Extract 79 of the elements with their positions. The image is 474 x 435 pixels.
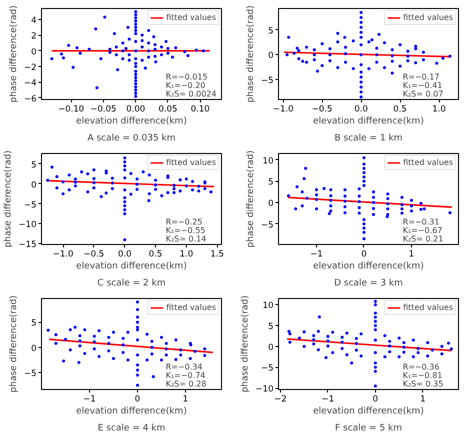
x-tick-label: −0.05: [90, 104, 116, 114]
x-tick-label: 0.05: [158, 104, 178, 114]
annotation: K₂S= 0.28: [166, 380, 206, 388]
y-tick-label: −4: [24, 78, 36, 89]
x-tick-label: 1.0: [432, 104, 446, 114]
y-tick-label: 0: [31, 47, 37, 58]
x-axis-title: elevation difference(km): [313, 116, 424, 126]
y-tick-label: −6: [24, 94, 36, 104]
annotation: K₁=−0.55: [166, 226, 206, 235]
text: E scale = 4 km: [98, 424, 166, 434]
y-tick-label: −5: [24, 200, 36, 210]
y-tick-label: 10: [262, 301, 274, 312]
text: B scale = 1 km: [334, 134, 403, 144]
annotation: R=−0.34: [166, 362, 202, 372]
y-tick-label: −15: [18, 240, 37, 250]
x-tick-label: 0.0: [118, 250, 132, 260]
y-tick-label: 5: [31, 160, 37, 170]
x-tick-label: −0.5: [84, 250, 104, 260]
x-tick-label: 0: [372, 394, 378, 404]
x-tick-label: 1: [420, 394, 426, 404]
y-tick-label: 0: [268, 51, 274, 62]
y-axis-title: phase difference(rad): [246, 5, 256, 103]
y-tick-label: 0: [31, 344, 37, 354]
text: F scale = 5 km: [334, 424, 402, 434]
y-tick-label: 5: [31, 318, 37, 329]
text: C scale = 2 km: [97, 278, 166, 288]
y-tick-label: −2: [24, 63, 36, 74]
y-tick-label: −10: [18, 220, 37, 230]
x-tick-label: 1.5: [210, 250, 224, 260]
y-tick-label: 5: [268, 26, 274, 36]
x-axis-title: elevation difference(km): [76, 116, 187, 126]
x-tick-label: −1.0: [272, 104, 294, 114]
x-tick-label: −0.10: [58, 104, 84, 114]
y-tick-label: 5: [268, 322, 274, 332]
x-tick-label: 0.5: [393, 104, 407, 114]
legend-label: fitted values: [403, 303, 453, 312]
y-axis-title: phase difference(rad): [8, 5, 19, 103]
x-tick-label: −1: [83, 394, 96, 404]
x-tick-label: −0.5: [312, 104, 332, 114]
x-tick-label: 0.10: [190, 104, 210, 114]
annotation: K₂S= 0.0024: [166, 90, 216, 98]
y-tick-label: −5: [260, 76, 274, 86]
annotation: K₂S= 0.35: [402, 380, 444, 388]
annotation: K₂S= 0.14: [166, 234, 206, 244]
x-tick-label: 1.0: [180, 250, 194, 260]
x-tick-label: 1: [182, 394, 188, 404]
y-tick-label: −5: [24, 369, 36, 380]
annotation: K₂S= 0.07: [402, 90, 444, 98]
annotation: K₁=−0.74: [166, 370, 206, 380]
x-axis-title: elevation difference(km): [313, 406, 424, 416]
annotation: R=−0.015: [166, 72, 208, 82]
x-tick-label: 0.5: [148, 250, 162, 260]
legend-label: fitted values: [166, 303, 216, 312]
y-tick-label: −5: [260, 364, 274, 374]
x-tick-label: 0.00: [126, 104, 146, 114]
legend-label: fitted values: [403, 13, 453, 22]
annotation: R=−0.25: [166, 217, 202, 226]
y-tick-label: 4: [31, 16, 37, 26]
annotation: K₁=−0.81: [402, 370, 442, 380]
y-axis-title: phase difference(rad): [8, 295, 19, 393]
annotation: K₁=−0.20: [166, 80, 206, 90]
x-tick-label: 0.0: [354, 104, 368, 114]
y-axis-title: phase difference(rad): [240, 295, 251, 393]
text: A scale = 0.035 km: [87, 134, 176, 144]
x-tick-label: −1: [322, 394, 334, 404]
y-axis-title: phase difference(rad): [4, 150, 14, 248]
legend-label: fitted values: [166, 13, 216, 22]
x-tick-label: 0: [134, 394, 140, 404]
y-tick-label: 0: [268, 342, 274, 353]
x-axis-title: elevation difference(km): [76, 406, 187, 416]
x-tick-label: −1.0: [52, 250, 74, 260]
y-tick-label: −10: [256, 384, 274, 395]
y-tick-label: 0: [31, 180, 37, 190]
annotation: R=−0.36: [402, 362, 440, 372]
annotation: R=−0.17: [402, 72, 440, 82]
y-tick-label: 2: [31, 32, 37, 42]
annotation: K₁=−0.41: [402, 80, 442, 90]
x-axis-title: elevation difference(km): [76, 262, 187, 272]
legend-label: fitted values: [166, 158, 216, 167]
